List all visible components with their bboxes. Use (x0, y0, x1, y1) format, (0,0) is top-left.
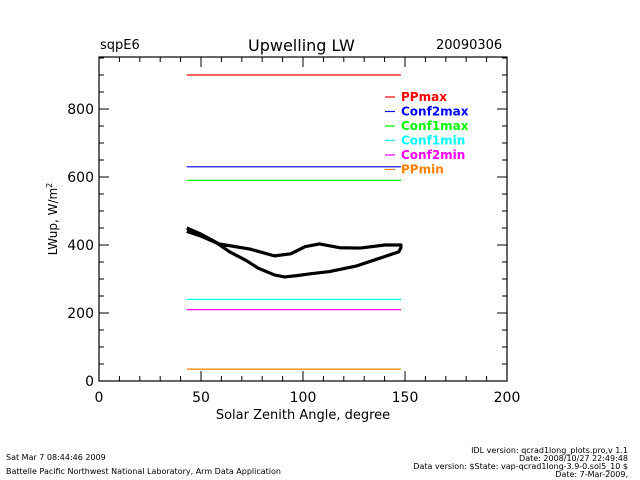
legend-item-ppmin: PPmin (385, 163, 444, 177)
legend: PPmaxConf2maxConf1maxConf1minConf2minPPm… (385, 90, 469, 177)
footer-idl-date: Date: 2008/10/27 22:49:48 (519, 454, 628, 463)
axis-ticks (98, 57, 508, 382)
legend-label: Conf2max (401, 105, 469, 119)
date-label: 20090306 (436, 38, 503, 53)
legend-label: PPmin (401, 163, 444, 177)
x-tick-label: 150 (392, 390, 419, 406)
footer-data-date: Date: 7-Mar-2009, (555, 470, 628, 479)
y-tick-label: 800 (67, 102, 94, 118)
legend-label: Conf1max (401, 119, 469, 133)
x-tick-label: 0 (95, 390, 104, 406)
chart-title: Upwelling LW (248, 36, 355, 55)
legend-item-conf1max: Conf1max (385, 119, 469, 133)
site-label: sqpE6 (100, 38, 140, 53)
limit-lines (186, 74, 401, 370)
footer-idl-version: IDL version: qcrad1long_plots.pro,v 1.1 (471, 446, 628, 455)
x-axis-label: Solar Zenith Angle, degree (216, 408, 390, 423)
x-tick-label: 50 (192, 390, 210, 406)
x-tick-label: 200 (494, 390, 521, 406)
legend-item-ppmax: PPmax (385, 90, 447, 104)
legend-label: Conf2min (401, 148, 465, 162)
y-axis-label: LWup, W/m2 (45, 183, 60, 256)
data-series (186, 226, 403, 279)
legend-item-conf2max: Conf2max (385, 105, 469, 119)
y-tick-label: 400 (67, 238, 94, 254)
y-tick-label: 600 (67, 170, 94, 186)
footer-data-version: Data version: $State: vap-qcrad1long-3.9… (413, 462, 628, 471)
legend-label: PPmax (401, 90, 447, 104)
legend-item-conf1min: Conf1min (385, 134, 465, 148)
footer-lab: Battelle Pacific Northwest National Labo… (6, 467, 281, 476)
legend-item-conf2min: Conf2min (385, 148, 465, 162)
legend-label: Conf1min (401, 134, 465, 148)
footer-timestamp: Sat Mar 7 08:44:46 2009 (6, 453, 106, 462)
y-tick-label: 0 (85, 374, 94, 390)
series-line-lwup (186, 226, 403, 279)
y-tick-label: 200 (67, 306, 94, 322)
x-tick-label: 100 (290, 390, 317, 406)
axis-tick-labels: 0 50 100 150 200 0 200 400 600 800 (67, 102, 520, 406)
